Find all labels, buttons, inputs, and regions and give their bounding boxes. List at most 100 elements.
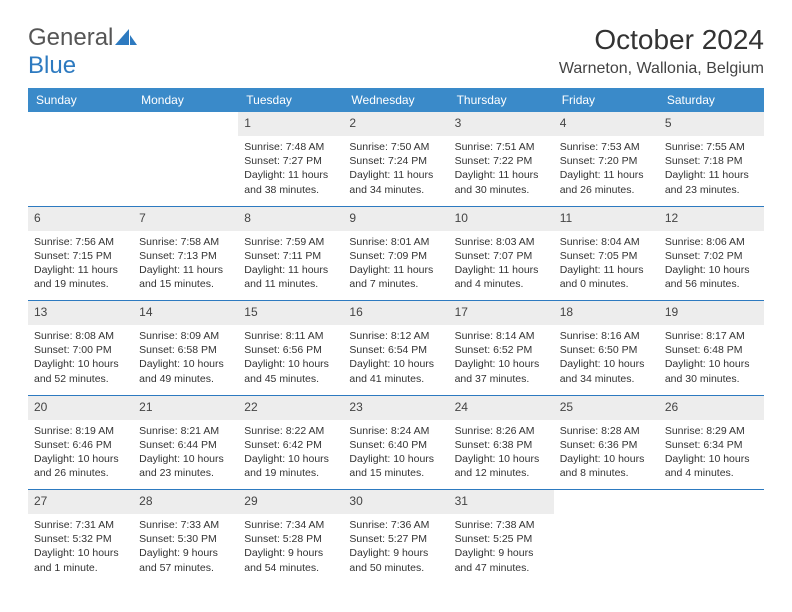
day-details: Sunrise: 7:59 AMSunset: 7:11 PMDaylight:…	[244, 235, 337, 292]
day-details: Sunrise: 7:34 AMSunset: 5:28 PMDaylight:…	[244, 518, 337, 575]
day-details: Sunrise: 7:51 AMSunset: 7:22 PMDaylight:…	[455, 140, 548, 197]
sunrise-text: Sunrise: 8:21 AM	[139, 424, 232, 438]
sunset-text: Sunset: 6:52 PM	[455, 343, 548, 357]
empty-cell	[659, 514, 764, 584]
sunrise-text: Sunrise: 8:06 AM	[665, 235, 758, 249]
sunrise-text: Sunrise: 7:33 AM	[139, 518, 232, 532]
sunrise-text: Sunrise: 7:53 AM	[560, 140, 653, 154]
sunset-text: Sunset: 7:24 PM	[349, 154, 442, 168]
empty-day-number	[28, 112, 133, 136]
sunrise-text: Sunrise: 8:09 AM	[139, 329, 232, 343]
daylight-text: Daylight: 11 hours and 7 minutes.	[349, 263, 442, 291]
day-cell: Sunrise: 7:33 AMSunset: 5:30 PMDaylight:…	[133, 514, 238, 584]
daylight-text: Daylight: 10 hours and 49 minutes.	[139, 357, 232, 385]
day-number: 9	[343, 206, 448, 231]
daylight-text: Daylight: 10 hours and 4 minutes.	[665, 452, 758, 480]
logo-text: General Blue	[28, 24, 137, 80]
day-cell: Sunrise: 8:16 AMSunset: 6:50 PMDaylight:…	[554, 325, 659, 395]
sunset-text: Sunset: 6:36 PM	[560, 438, 653, 452]
sunrise-text: Sunrise: 8:03 AM	[455, 235, 548, 249]
day-number: 19	[659, 301, 764, 326]
daylight-text: Daylight: 9 hours and 54 minutes.	[244, 546, 337, 574]
sunset-text: Sunset: 5:30 PM	[139, 532, 232, 546]
day-number-row: 13141516171819	[28, 301, 764, 326]
day-cell: Sunrise: 8:01 AMSunset: 7:09 PMDaylight:…	[343, 231, 448, 301]
daylight-text: Daylight: 11 hours and 38 minutes.	[244, 168, 337, 196]
sunrise-text: Sunrise: 8:22 AM	[244, 424, 337, 438]
day-details: Sunrise: 7:31 AMSunset: 5:32 PMDaylight:…	[34, 518, 127, 575]
sunset-text: Sunset: 7:05 PM	[560, 249, 653, 263]
day-number: 30	[343, 490, 448, 515]
day-content-row: Sunrise: 8:19 AMSunset: 6:46 PMDaylight:…	[28, 420, 764, 490]
sunrise-text: Sunrise: 7:58 AM	[139, 235, 232, 249]
sunset-text: Sunset: 5:25 PM	[455, 532, 548, 546]
daylight-text: Daylight: 11 hours and 30 minutes.	[455, 168, 548, 196]
day-details: Sunrise: 8:29 AMSunset: 6:34 PMDaylight:…	[665, 424, 758, 481]
day-cell: Sunrise: 7:34 AMSunset: 5:28 PMDaylight:…	[238, 514, 343, 584]
day-cell: Sunrise: 8:14 AMSunset: 6:52 PMDaylight:…	[449, 325, 554, 395]
day-number: 17	[449, 301, 554, 326]
sunset-text: Sunset: 6:50 PM	[560, 343, 653, 357]
daylight-text: Daylight: 9 hours and 47 minutes.	[455, 546, 548, 574]
day-cell: Sunrise: 8:17 AMSunset: 6:48 PMDaylight:…	[659, 325, 764, 395]
logo-word-2: Blue	[28, 52, 76, 79]
header-right: October 2024 Warneton, Wallonia, Belgium	[559, 24, 764, 78]
day-details: Sunrise: 7:50 AMSunset: 7:24 PMDaylight:…	[349, 140, 442, 197]
sunset-text: Sunset: 7:20 PM	[560, 154, 653, 168]
day-details: Sunrise: 8:12 AMSunset: 6:54 PMDaylight:…	[349, 329, 442, 386]
daylight-text: Daylight: 10 hours and 12 minutes.	[455, 452, 548, 480]
day-number-row: 6789101112	[28, 206, 764, 231]
sunset-text: Sunset: 7:00 PM	[34, 343, 127, 357]
day-cell: Sunrise: 7:58 AMSunset: 7:13 PMDaylight:…	[133, 231, 238, 301]
day-details: Sunrise: 7:38 AMSunset: 5:25 PMDaylight:…	[455, 518, 548, 575]
day-number: 25	[554, 395, 659, 420]
month-title: October 2024	[559, 24, 764, 56]
day-number: 23	[343, 395, 448, 420]
day-cell: Sunrise: 8:11 AMSunset: 6:56 PMDaylight:…	[238, 325, 343, 395]
empty-cell	[133, 136, 238, 206]
day-details: Sunrise: 7:55 AMSunset: 7:18 PMDaylight:…	[665, 140, 758, 197]
day-number: 8	[238, 206, 343, 231]
sunrise-text: Sunrise: 7:55 AM	[665, 140, 758, 154]
daylight-text: Daylight: 11 hours and 26 minutes.	[560, 168, 653, 196]
logo-word-1: General	[28, 24, 113, 51]
weekday-header-row: Sunday Monday Tuesday Wednesday Thursday…	[28, 88, 764, 112]
day-details: Sunrise: 7:48 AMSunset: 7:27 PMDaylight:…	[244, 140, 337, 197]
sunrise-text: Sunrise: 8:12 AM	[349, 329, 442, 343]
location: Warneton, Wallonia, Belgium	[559, 60, 764, 78]
sunrise-text: Sunrise: 7:48 AM	[244, 140, 337, 154]
sunset-text: Sunset: 5:32 PM	[34, 532, 127, 546]
sunrise-text: Sunrise: 8:24 AM	[349, 424, 442, 438]
day-cell: Sunrise: 7:31 AMSunset: 5:32 PMDaylight:…	[28, 514, 133, 584]
empty-day-number	[554, 490, 659, 515]
day-cell: Sunrise: 8:24 AMSunset: 6:40 PMDaylight:…	[343, 420, 448, 490]
day-number: 4	[554, 112, 659, 136]
logo: General Blue	[28, 24, 137, 80]
day-number: 28	[133, 490, 238, 515]
sunrise-text: Sunrise: 8:17 AM	[665, 329, 758, 343]
sunrise-text: Sunrise: 8:01 AM	[349, 235, 442, 249]
sunrise-text: Sunrise: 7:38 AM	[455, 518, 548, 532]
sunrise-text: Sunrise: 7:36 AM	[349, 518, 442, 532]
day-cell: Sunrise: 7:53 AMSunset: 7:20 PMDaylight:…	[554, 136, 659, 206]
day-details: Sunrise: 7:33 AMSunset: 5:30 PMDaylight:…	[139, 518, 232, 575]
day-details: Sunrise: 8:16 AMSunset: 6:50 PMDaylight:…	[560, 329, 653, 386]
day-details: Sunrise: 8:04 AMSunset: 7:05 PMDaylight:…	[560, 235, 653, 292]
day-number: 24	[449, 395, 554, 420]
weekday-header: Saturday	[659, 88, 764, 112]
day-cell: Sunrise: 8:26 AMSunset: 6:38 PMDaylight:…	[449, 420, 554, 490]
day-cell: Sunrise: 7:56 AMSunset: 7:15 PMDaylight:…	[28, 231, 133, 301]
sunset-text: Sunset: 7:07 PM	[455, 249, 548, 263]
daylight-text: Daylight: 10 hours and 37 minutes.	[455, 357, 548, 385]
weekday-header: Monday	[133, 88, 238, 112]
day-cell: Sunrise: 8:28 AMSunset: 6:36 PMDaylight:…	[554, 420, 659, 490]
sunset-text: Sunset: 6:42 PM	[244, 438, 337, 452]
sunset-text: Sunset: 6:58 PM	[139, 343, 232, 357]
sunrise-text: Sunrise: 7:31 AM	[34, 518, 127, 532]
weekday-header: Friday	[554, 88, 659, 112]
empty-day-number	[659, 490, 764, 515]
daylight-text: Daylight: 10 hours and 15 minutes.	[349, 452, 442, 480]
sunset-text: Sunset: 5:27 PM	[349, 532, 442, 546]
day-number: 16	[343, 301, 448, 326]
sunrise-text: Sunrise: 7:56 AM	[34, 235, 127, 249]
